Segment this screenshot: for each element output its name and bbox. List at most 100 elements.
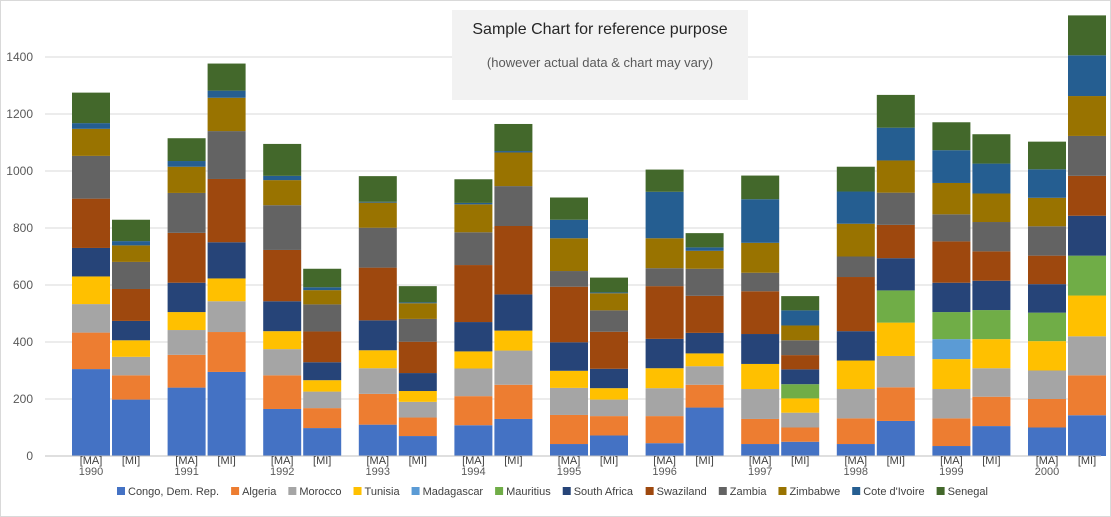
bar-segment	[494, 330, 533, 351]
bar-segment	[1068, 55, 1106, 97]
bar-segment	[1028, 427, 1066, 456]
bar-segment	[781, 441, 820, 456]
bar-segment	[836, 223, 875, 257]
bar-segment	[1068, 255, 1106, 296]
bar-segment	[494, 418, 533, 456]
bar-segment	[263, 205, 302, 250]
bar-segment	[741, 334, 780, 364]
bar-segment	[303, 331, 342, 363]
bar-segment	[876, 127, 915, 161]
bar-segment	[454, 396, 493, 426]
bar-segment	[167, 166, 206, 193]
bar-segment	[836, 389, 875, 419]
x-label-mi: [MI]	[791, 455, 809, 467]
chart-title: Sample Chart for reference purpose	[472, 21, 727, 38]
bar-segment	[972, 426, 1011, 456]
bar-segment	[207, 131, 246, 179]
y-tick-label: 400	[13, 335, 33, 349]
bar-segment	[590, 292, 628, 294]
bar-segment	[645, 169, 684, 192]
bar-segment	[645, 268, 684, 287]
legend-swatch	[778, 487, 787, 495]
bar-segment	[167, 312, 206, 331]
bar-segment	[932, 241, 971, 283]
bar-segment	[781, 412, 820, 428]
bar-segment	[112, 320, 150, 341]
bar-segment	[781, 325, 820, 341]
bar-segment	[1028, 312, 1066, 342]
bar-segment	[876, 224, 915, 259]
bar-segment	[303, 391, 342, 409]
bar-segment	[932, 389, 971, 419]
bar-segment	[398, 401, 437, 418]
bar-segment	[494, 151, 533, 153]
legend-label: Cote d'Ivoire	[863, 486, 924, 498]
bar-layer	[72, 15, 1106, 456]
bar-segment	[836, 277, 875, 332]
chart-subtitle: (however actual data & chart may vary)	[487, 55, 713, 70]
bar-segment	[72, 247, 110, 277]
bar-segment	[1068, 96, 1106, 136]
bar-segment	[645, 443, 684, 456]
bar-segment	[167, 192, 206, 233]
bar-segment	[454, 204, 493, 233]
bar-segment	[72, 369, 110, 456]
bar-segment	[167, 232, 206, 283]
bar-segment	[1068, 175, 1106, 216]
bar-segment	[590, 388, 628, 400]
bar-segment	[645, 368, 684, 389]
bar-segment	[207, 301, 246, 333]
bar-segment	[72, 276, 110, 305]
legend-label: Tunisia	[365, 486, 401, 498]
bar-segment	[207, 242, 246, 279]
legend-label: Senegal	[948, 486, 988, 498]
bar-segment	[494, 152, 533, 187]
bar-segment	[645, 238, 684, 269]
x-label-mi: [MI]	[1078, 455, 1096, 467]
bar-segment	[1068, 215, 1106, 256]
x-label-mi: [MI]	[409, 455, 427, 467]
bar-segment	[781, 398, 820, 413]
legend-swatch	[288, 487, 297, 495]
bar-segment	[1068, 415, 1106, 456]
bar-segment	[876, 160, 915, 193]
legend: Congo, Dem. Rep. Algeria Morocco Tunisia Mad…	[117, 486, 988, 498]
bar-segment	[645, 388, 684, 417]
bar-segment	[741, 272, 780, 292]
y-tick-label: 600	[13, 278, 33, 292]
bar-segment	[303, 428, 342, 456]
bar-segment	[207, 97, 246, 132]
bar-segment	[876, 387, 915, 421]
bar-segment	[836, 166, 875, 192]
bar-segment	[685, 250, 724, 269]
bar-segment	[303, 408, 342, 429]
bar-segment	[72, 92, 110, 124]
bar-segment	[932, 312, 971, 340]
x-label-year: 1998	[844, 466, 868, 478]
bar-segment	[358, 176, 397, 202]
bar-segment	[836, 360, 875, 390]
bar-segment	[972, 280, 1011, 311]
bar-segment	[1028, 341, 1066, 371]
bar-segment	[932, 359, 971, 390]
bar-segment	[494, 350, 533, 385]
bar-segment	[932, 122, 971, 151]
bar-segment	[398, 318, 437, 342]
bar-segment	[685, 366, 724, 385]
bar-segment	[741, 444, 780, 456]
bar-segment	[303, 290, 342, 305]
bar-segment	[550, 370, 588, 388]
bar-segment	[358, 320, 397, 351]
bar-segment	[781, 340, 820, 356]
bar-segment	[1028, 197, 1066, 227]
bar-segment	[263, 349, 302, 376]
bar-segment	[398, 436, 437, 456]
x-label-mi: [MI]	[600, 455, 618, 467]
x-label-ma: [MA]	[462, 455, 485, 467]
bar-segment	[781, 427, 820, 442]
legend-label: Congo, Dem. Rep.	[128, 486, 219, 498]
bar-segment	[1068, 336, 1106, 376]
bar-segment	[685, 268, 724, 296]
bar-segment	[303, 304, 342, 332]
